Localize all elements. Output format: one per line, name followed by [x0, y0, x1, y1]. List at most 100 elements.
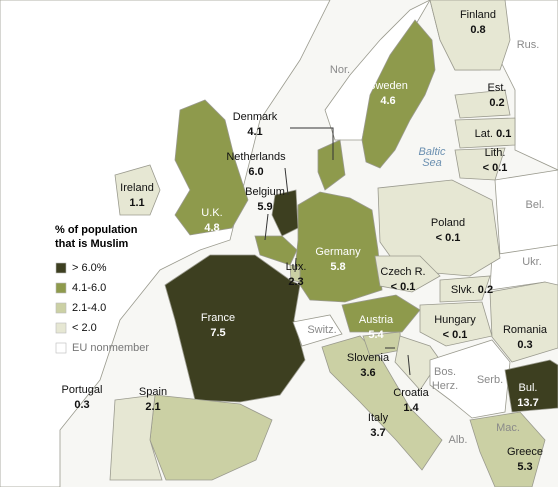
country-label: Lat. 0.1 — [475, 128, 512, 140]
country-shape — [317, 139, 346, 191]
country-name: Sweden — [368, 80, 408, 92]
country-shape — [292, 314, 343, 347]
country-name: Belgium — [245, 186, 285, 198]
nonmember-label: Alb. — [449, 434, 468, 446]
country-shape — [174, 99, 249, 236]
country-value: 4.8 — [204, 222, 219, 234]
country-value: 2.1 — [145, 401, 160, 413]
country-shape — [109, 394, 163, 481]
legend-title: that is Muslim — [55, 238, 129, 250]
legend: % of population that is Muslim > 6.0% 4.1-6… — [55, 224, 149, 354]
country-value: 0.2 — [478, 284, 493, 296]
country-value: 4.1 — [247, 126, 262, 138]
country-shape — [341, 294, 421, 333]
country-value: < 0.1 — [391, 281, 416, 293]
country-name: Finland — [460, 9, 496, 21]
leader-line — [290, 127, 334, 160]
country-shape — [271, 189, 299, 237]
country-name: Czech R. — [380, 266, 425, 278]
country-value: 1.1 — [129, 197, 144, 209]
country-name: Ireland — [120, 182, 154, 194]
country-shape — [149, 394, 273, 481]
country-name: Lith. — [485, 147, 506, 159]
nonmember-label: Rus. — [517, 39, 540, 51]
nonmember-label: Mac. — [496, 422, 520, 434]
country-shape — [454, 89, 511, 119]
legend-label: EU nonmember — [72, 342, 149, 354]
country-name: Germany — [315, 246, 361, 258]
country-name: Austria — [359, 314, 394, 326]
nonmember-label: Nor. — [330, 64, 350, 76]
country-value: 13.7 — [517, 397, 538, 409]
leader-lines — [264, 127, 411, 376]
nonmember-label: Bel. — [526, 199, 545, 211]
nonmember-label: Switz. — [307, 324, 336, 336]
legend-label: < 2.0 — [72, 322, 97, 334]
country-name: Spain — [139, 386, 167, 398]
nonmember-label: Ukr. — [522, 256, 542, 268]
legend-swatch — [55, 322, 67, 334]
country-shape — [164, 254, 306, 403]
country-value: < 0.1 — [436, 232, 461, 244]
leader-line — [284, 167, 289, 196]
country-name: Slovenia — [347, 352, 390, 364]
country-name: Poland — [431, 217, 465, 229]
country-shape — [374, 255, 441, 293]
legend-swatch — [55, 282, 67, 294]
country-value: 5.8 — [330, 261, 345, 273]
country-value: 0.2 — [489, 97, 504, 109]
country-name: U.K. — [201, 207, 222, 219]
country-value: 3.6 — [360, 367, 375, 379]
country-value: 0.8 — [470, 24, 485, 36]
country-value: 5.3 — [517, 461, 532, 473]
legend-label: > 6.0% — [72, 262, 107, 274]
leader-line — [294, 257, 297, 273]
country-value: 0.3 — [517, 339, 532, 351]
nonmember-label: Serb. — [477, 374, 503, 386]
country-shape — [454, 117, 516, 149]
country-shape — [289, 264, 301, 283]
country-name: Denmark — [233, 111, 278, 123]
nonmember-label: Bos. — [434, 366, 456, 378]
country-value: 6.0 — [248, 166, 263, 178]
labels: Finland 0.8 Est. 0.2 Lat. 0.1 Lith. < 0.1 Swede… — [62, 9, 548, 473]
legend-swatch — [55, 262, 67, 274]
country-value: 5.9 — [257, 201, 272, 213]
country-name: Hungary — [434, 314, 476, 326]
country-shape — [439, 275, 491, 303]
sea-label: Baltic — [419, 146, 446, 158]
leader-line — [407, 354, 411, 376]
country-shape — [429, 339, 511, 419]
country-shape — [489, 281, 558, 363]
country-name: Bul. — [519, 382, 538, 394]
country-value: 5.4 — [368, 329, 384, 341]
country-name: Slvk. — [451, 284, 475, 296]
legend-title: % of population — [55, 224, 138, 236]
country-shape — [254, 235, 298, 266]
country-value: 7.5 — [210, 327, 225, 339]
country-value: 4.6 — [380, 95, 395, 107]
country-value: < 0.1 — [443, 329, 468, 341]
country-name: Lat. — [475, 128, 493, 140]
country-name: Est. — [488, 82, 507, 94]
legend-label: 4.1-6.0 — [72, 282, 106, 294]
nonmember-label: Herz. — [432, 380, 458, 392]
leader-line — [264, 213, 269, 241]
country-name: Romania — [503, 324, 548, 336]
country-shape — [377, 179, 501, 277]
country-value: 0.1 — [496, 128, 511, 140]
country-shape — [504, 359, 558, 413]
country-shape — [469, 411, 546, 487]
country-value: 2.3 — [288, 276, 303, 288]
country-value: < 0.1 — [483, 162, 508, 174]
country-label: Slvk. 0.2 — [451, 284, 493, 296]
country-shape — [114, 164, 161, 216]
country-name: Croatia — [393, 387, 429, 399]
country-value: 0.3 — [74, 399, 89, 411]
country-shape — [0, 0, 331, 487]
country-name: Italy — [368, 412, 389, 424]
country-name: Portugal — [62, 384, 103, 396]
legend-swatch — [55, 342, 67, 354]
country-name: France — [201, 312, 235, 324]
